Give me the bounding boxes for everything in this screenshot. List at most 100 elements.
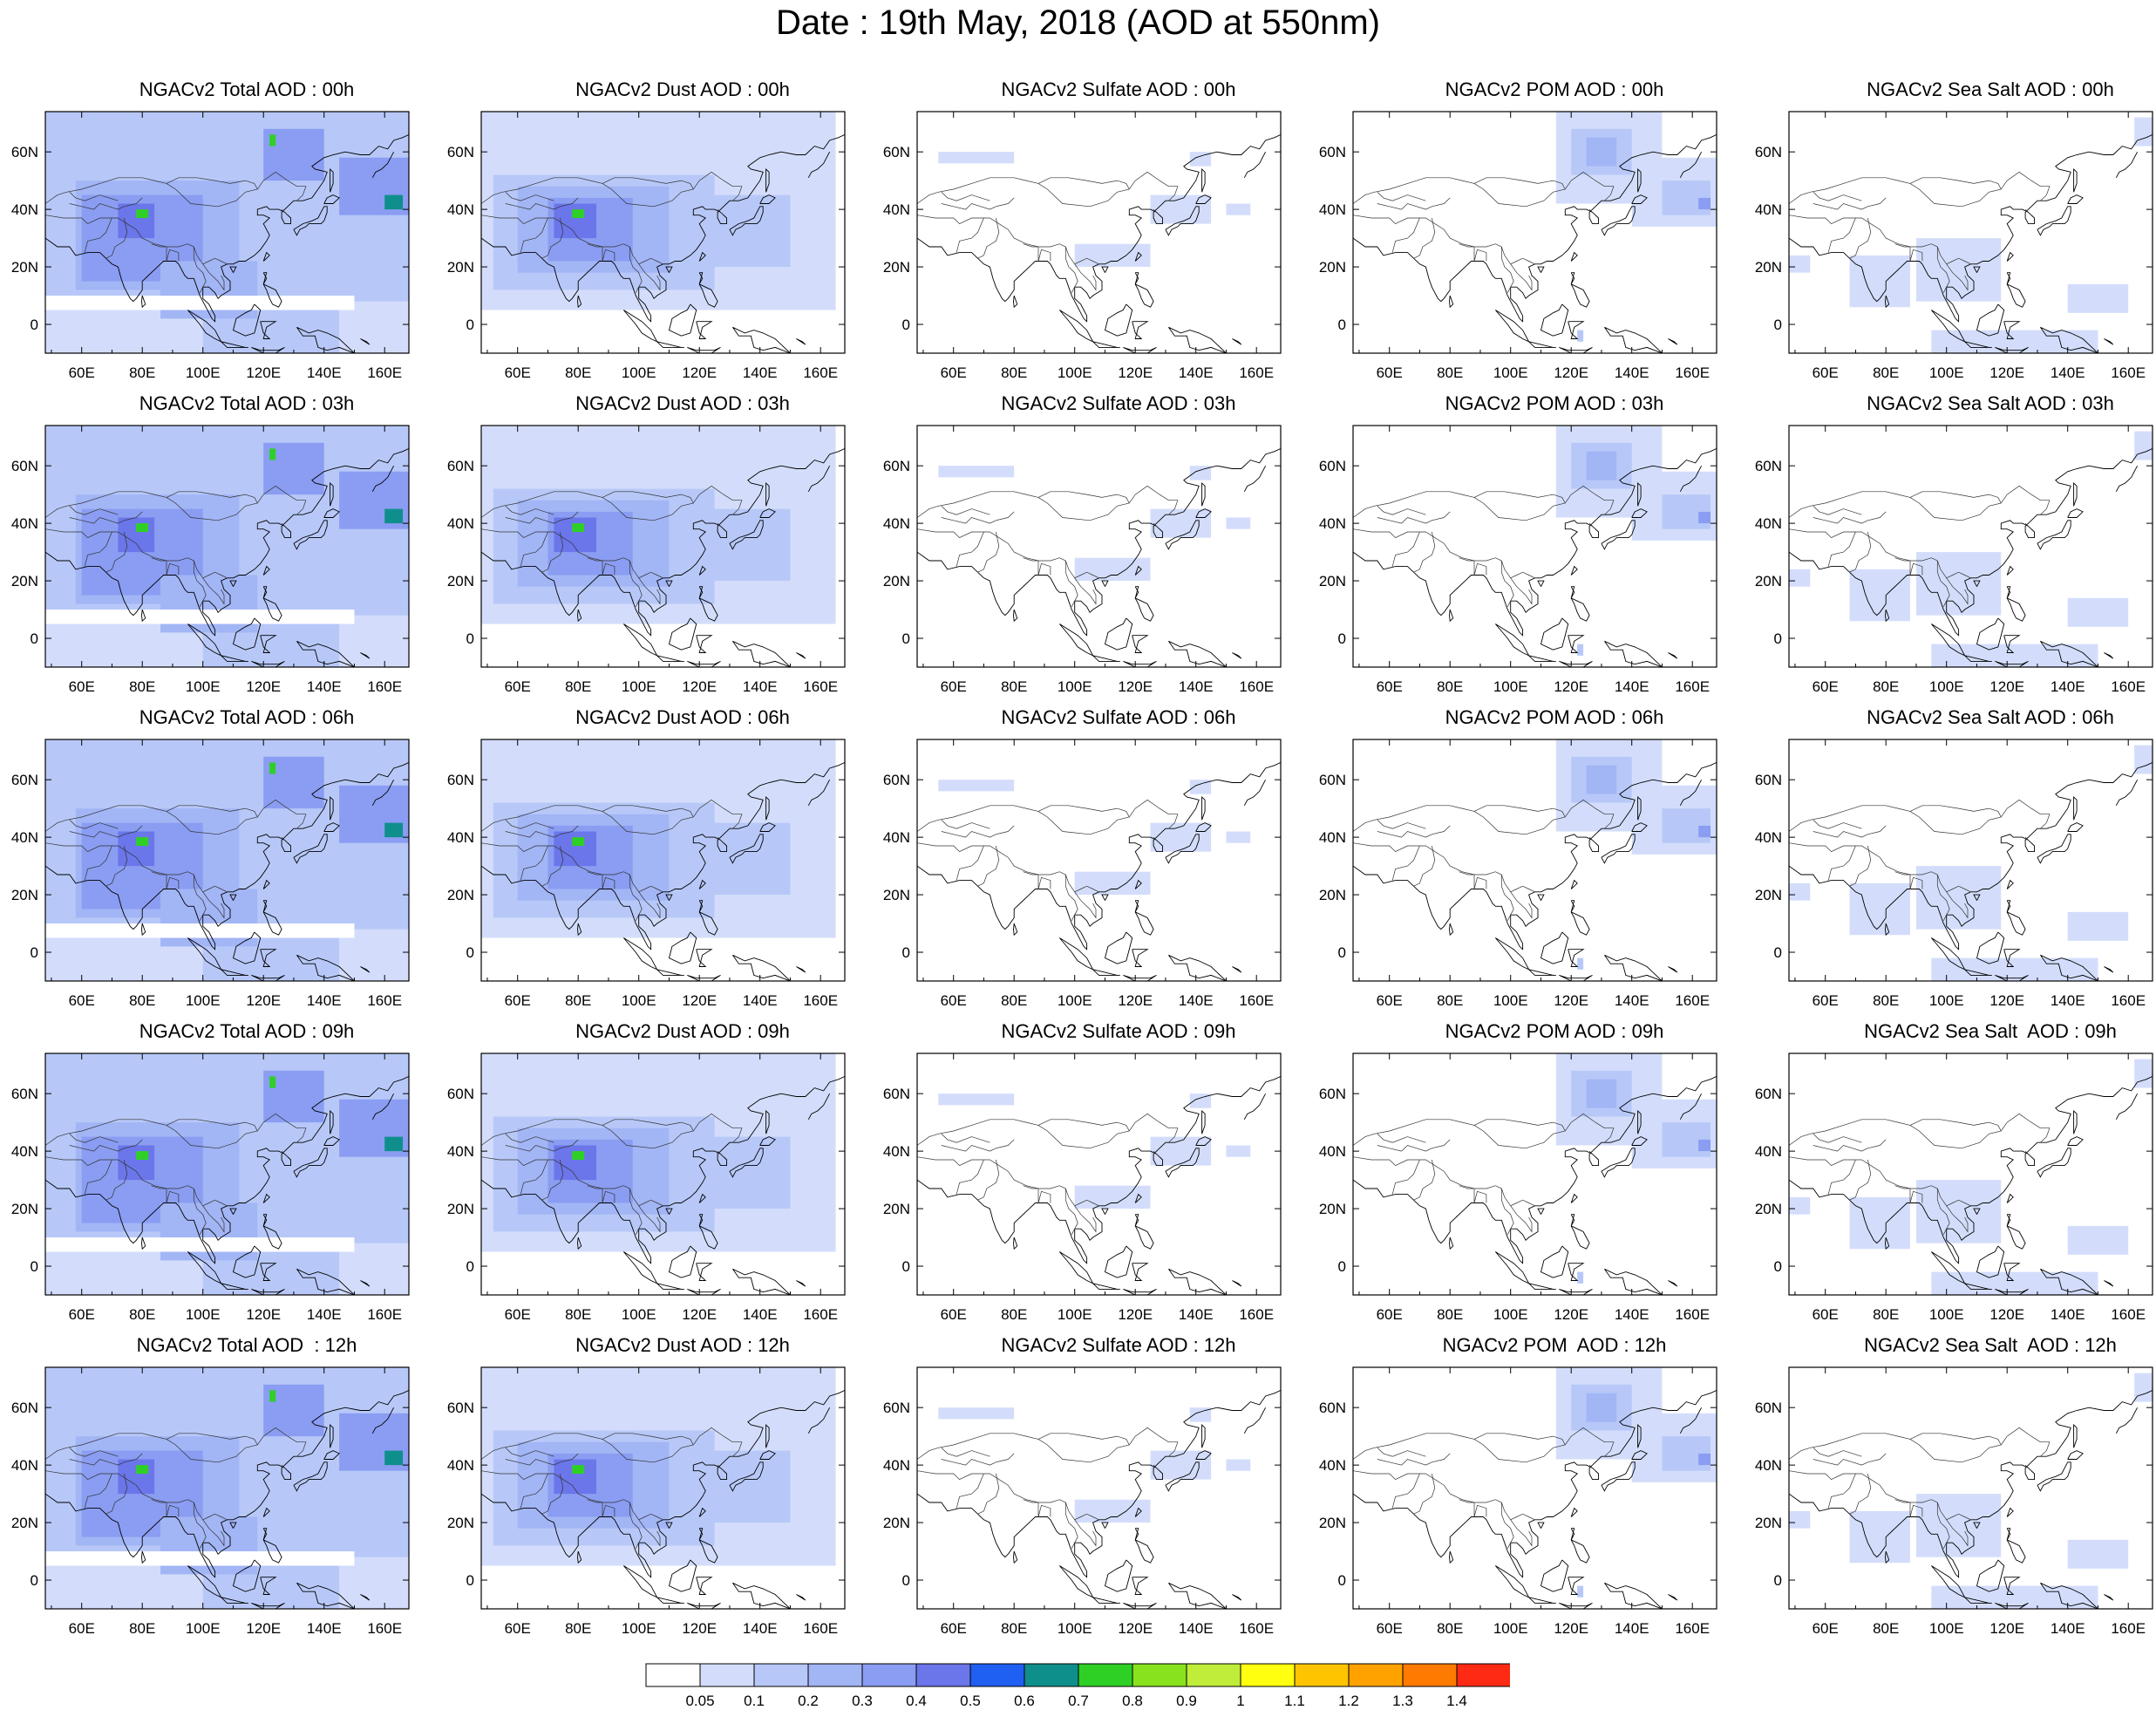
country-border [1946, 263, 1969, 291]
aod-shading [1849, 1510, 1910, 1564]
lon-tick-label: 140E [743, 364, 778, 381]
country-border [520, 1159, 548, 1195]
coastline [323, 194, 340, 204]
coastline [1449, 1550, 1454, 1564]
lat-tick-label: 60N [883, 458, 910, 474]
map-panel: 60N 40N 20N 0 60E 80E 100E 120E 140E 160E NGACv2 S… [883, 1020, 1323, 1334]
country-border [1023, 1185, 1038, 1189]
country-border [1413, 217, 1436, 259]
coastline [1201, 1423, 1206, 1448]
country-border [941, 1139, 1015, 1152]
lon-tick-label: 140E [1615, 678, 1649, 695]
country-border [717, 1464, 724, 1471]
lon-tick-label: 140E [1615, 1620, 1649, 1637]
aod-shading [693, 194, 791, 268]
country-border [1909, 247, 1923, 262]
aod-shading [1189, 1093, 1212, 1108]
lon-tick-label: 100E [622, 364, 656, 381]
country-border [84, 1159, 112, 1195]
coastline [1092, 655, 1120, 662]
coastline [1132, 321, 1149, 339]
coastline [1604, 1582, 1663, 1609]
coastline [1134, 1193, 1142, 1203]
coastline [765, 1109, 770, 1134]
lon-tick-label: 80E [129, 364, 155, 381]
lon-tick-label: 100E [1493, 364, 1528, 381]
lat-tick-label: 20N [11, 573, 38, 589]
country-border [481, 842, 663, 893]
lat-tick-label: 40N [1755, 515, 1782, 532]
map-frame [480, 1053, 846, 1296]
aod-shading [938, 152, 1015, 164]
coastline [665, 266, 673, 273]
lon-tick-label: 120E [246, 364, 281, 381]
colorbar-label: 1.1 [1284, 1693, 1305, 1709]
country-border [629, 1189, 643, 1235]
country-border [941, 197, 1015, 210]
lat-tick-label: 20N [11, 259, 38, 276]
country-border [941, 511, 1015, 524]
coastline [1123, 660, 1157, 667]
colorbar-box [861, 1663, 917, 1687]
colorbar-box [807, 1663, 863, 1687]
coastline [1631, 822, 1648, 832]
map-panel: 60N 40N 20N 0 60E 80E 100E 120E 140E 160E NGACv2 P… [1319, 1334, 1759, 1648]
colorbar-box [1294, 1663, 1350, 1687]
country-border [1813, 1453, 1887, 1466]
lat-tick-label: 0 [1338, 1572, 1346, 1589]
coastline [1494, 310, 1530, 343]
coastline [1668, 338, 1678, 345]
map-total: 60N 40N 20N 0 60E 80E 100E 120E 140E 160E [11, 1053, 410, 1323]
lat-tick-label: 40N [1319, 1457, 1346, 1474]
country-border [193, 561, 207, 607]
panel-title: NGACv2 Sulfate AOD : 09h [1001, 1020, 1236, 1042]
coastline [296, 954, 355, 981]
country-border [1153, 208, 1160, 215]
aod-shading [384, 194, 404, 210]
country-border [629, 247, 643, 293]
country-border [1377, 506, 1426, 515]
country-border [941, 506, 990, 515]
country-border [587, 871, 602, 875]
lon-tick-label: 140E [307, 678, 342, 695]
country-border [1064, 247, 1078, 293]
coastline [1601, 1461, 1636, 1492]
lat-tick-label: 20N [883, 1201, 910, 1217]
colorbar-label: 1.2 [1338, 1693, 1359, 1709]
lon-tick-label: 140E [307, 1306, 342, 1323]
coastline [1885, 1550, 1890, 1564]
country-border [1473, 247, 1487, 262]
coastline [796, 1594, 806, 1601]
aod-shading [1931, 957, 2098, 981]
country-border [1827, 531, 1856, 567]
country-border [45, 1113, 307, 1149]
lon-tick-label: 120E [1989, 992, 2024, 1009]
country-border [45, 799, 307, 835]
lon-tick-label: 80E [1001, 1306, 1027, 1323]
country-border [717, 208, 724, 215]
lon-tick-label: 80E [1437, 992, 1463, 1009]
coastline [1449, 609, 1454, 623]
country-border [1813, 511, 1887, 524]
lat-tick-label: 60N [1755, 458, 1782, 474]
lon-tick-label: 160E [367, 1306, 402, 1323]
aod-shading [693, 1136, 791, 1209]
coastline [1570, 586, 1590, 622]
coastline [2040, 640, 2098, 667]
coastline [1540, 1245, 1569, 1278]
coastline [229, 894, 237, 901]
coastline [323, 508, 340, 518]
coastline [759, 508, 776, 518]
country-border [1588, 208, 1596, 215]
lat-tick-label: 20N [1755, 573, 1782, 589]
lon-tick-label: 100E [1058, 992, 1092, 1009]
coastline [2006, 565, 2014, 576]
coastline [665, 580, 673, 587]
aod-shading [1577, 1585, 1584, 1598]
panel-title: NGACv2 Dust AOD : 03h [575, 392, 790, 414]
country-border [977, 217, 1000, 259]
coastline [1168, 640, 1227, 667]
coastline [1964, 655, 1992, 662]
coastline [1885, 609, 1890, 623]
country-border [1391, 845, 1420, 881]
